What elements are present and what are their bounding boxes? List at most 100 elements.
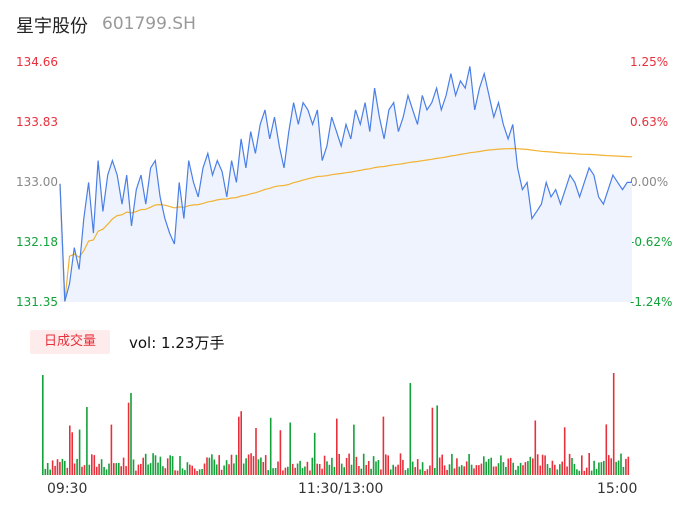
volume-bar [250,453,252,475]
volume-bar [328,464,331,475]
volume-bar [544,455,546,475]
volume-bar [61,458,64,475]
volume-bar [620,453,622,475]
volume-bar [387,455,389,475]
volume-bar [514,469,517,475]
volume-bar [51,460,54,475]
volume-bar [166,458,169,475]
volume-bar [157,462,159,475]
volume-bar [585,467,588,475]
volume-bar [382,416,385,475]
volume-bar [495,466,497,475]
volume-bar [83,465,86,475]
volume-bar [220,469,223,475]
volume-bar [578,470,581,475]
volume-bar [228,464,230,475]
time-tick-open: 09:30 [47,481,88,497]
volume-bar [98,463,100,475]
volume-bar [380,469,382,475]
stock-name: 星宇股份 [16,16,88,37]
volume-bar [272,468,274,475]
volume-bar [44,468,47,475]
volume-bar [485,461,487,475]
volume-bar [500,455,502,475]
volume-bar [211,454,213,475]
volume-bar [316,463,318,475]
volume-bar [162,466,164,475]
pct-tick-bottom: -1.24% [630,295,673,309]
volume-bar [549,467,551,475]
volume-bar [245,458,247,475]
volume-bar [206,457,208,475]
volume-bar [402,459,404,475]
volume-bar [478,465,480,475]
volume-bar [404,470,407,475]
volume-bar [213,459,216,475]
volume-bar [443,465,446,475]
volume-bar [235,454,238,475]
volume-bar [323,455,326,475]
volume-bar [269,417,272,475]
volume-bar [301,468,304,475]
volume-bar [122,457,125,475]
volume-bar [76,458,78,475]
volume-bar [257,459,260,475]
volume-bar [105,469,108,475]
volume-bar [282,470,284,475]
volume-bar [546,464,549,475]
time-tick-midday: 11:30/13:00 [298,481,384,497]
volume-bar [571,458,573,475]
volume-bar [49,469,51,475]
volume-bar [480,463,483,475]
volume-bar [174,470,176,475]
volume-bar [186,462,189,475]
volume-bar [483,456,485,475]
volume-bar [362,453,365,475]
price-tick-mid: 133.00 [16,175,58,189]
volume-bar [274,468,277,475]
volume-bar [181,468,184,475]
volume-bar [252,456,255,475]
volume-readout-value: 1.23万手 [161,334,225,352]
volume-panel-label[interactable]: 日成交量 [30,330,110,354]
volume-bar [470,464,473,475]
volume-bar [208,457,211,475]
volume-bar [56,459,59,475]
volume-bar [502,462,505,475]
volume-bar [110,424,113,475]
volume-bar [144,453,147,475]
volume-bar [372,456,375,475]
volume-bar [152,453,154,475]
volume-bar [193,468,196,475]
volume-bar [541,454,544,475]
volume-bar [566,466,568,475]
pct-tick-2: 0.63% [630,115,669,129]
volume-bar [451,453,453,475]
volume-bar [441,454,443,475]
volume-bar [147,464,149,475]
volume-bar [103,467,105,475]
volume-bar [505,467,507,475]
price-area-fill [60,66,632,303]
volume-bar [299,460,301,475]
volume-bar [154,455,157,475]
volume-bar [431,407,434,475]
volume-bar [262,462,265,475]
volume-bar [215,464,218,475]
pct-tick-4: -0.62% [630,235,673,249]
volume-bar [247,454,250,475]
volume-bar [358,466,360,475]
volume-bar [132,459,135,475]
volume-bar [176,470,179,475]
volume-bar [407,468,409,475]
volume-bar [529,456,532,475]
volume-bar [593,460,595,475]
volume-bar [171,456,174,475]
volume-bar [255,428,257,475]
volume-bar [42,375,44,475]
volume-bar [264,455,267,475]
volume-bar [615,461,617,475]
volume-bar [465,461,468,475]
volume-bar [576,469,578,475]
volume-bar [350,464,353,475]
